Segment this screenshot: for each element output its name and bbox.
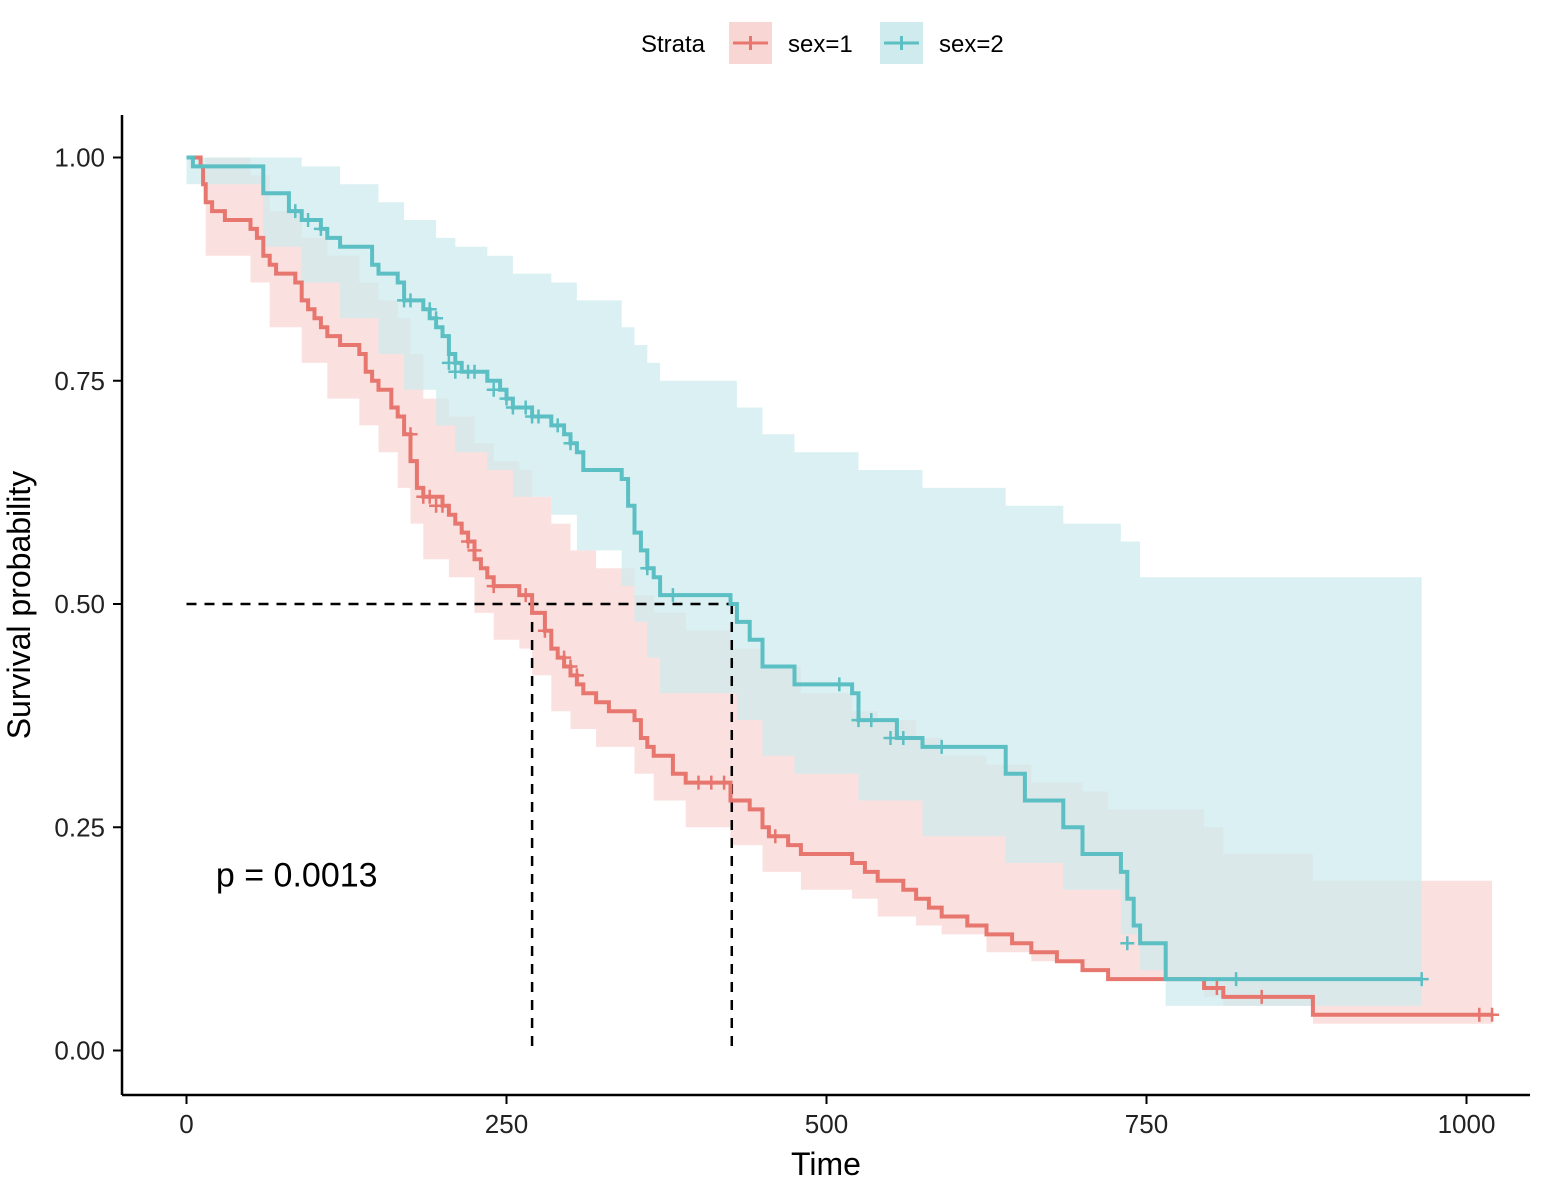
censor-mark-sex1 bbox=[563, 659, 578, 674]
censor-mark-sex1 bbox=[1254, 989, 1269, 1004]
x-axis-title: Time bbox=[791, 1146, 861, 1182]
survival-curve-sex2 bbox=[186, 155, 1422, 982]
censor-mark-sex2 bbox=[486, 382, 501, 397]
censor-mark-sex1 bbox=[704, 775, 719, 790]
censor-mark-sex2 bbox=[896, 731, 911, 745]
censor-mark-sex2 bbox=[640, 561, 655, 576]
censor-mark-sex2 bbox=[563, 436, 578, 451]
censor-mark-sex1 bbox=[691, 775, 706, 790]
legend-label-sex2: sex=2 bbox=[939, 31, 1004, 58]
censor-mark-sex2 bbox=[467, 364, 482, 379]
y-tick-label: 1.00 bbox=[54, 143, 105, 173]
censor-mark-sex2 bbox=[1229, 972, 1244, 987]
confidence-bands bbox=[186, 157, 1493, 1024]
censor-mark-sex1 bbox=[1485, 1007, 1500, 1022]
censor-mark-sex1 bbox=[717, 775, 732, 790]
censor-mark-sex1 bbox=[467, 543, 482, 558]
censor-mark-sex2 bbox=[441, 355, 456, 370]
y-tick-label: 0.75 bbox=[54, 366, 105, 396]
censor-mark-sex1 bbox=[461, 534, 476, 549]
y-ticks: 0.00 0.25 0.50 0.75 1.00 bbox=[54, 143, 122, 1066]
y-axis-title: Survival probability bbox=[1, 471, 37, 740]
censor-mark-sex2 bbox=[301, 213, 316, 227]
censor-mark-sex2 bbox=[518, 400, 533, 415]
x-tick-label: 1000 bbox=[1438, 1109, 1496, 1139]
survival-curve-sex1 bbox=[186, 155, 1493, 1017]
censor-mark-sex2 bbox=[531, 409, 546, 424]
censor-mark-sex2 bbox=[288, 204, 303, 219]
censor-mark-sex2 bbox=[832, 677, 847, 692]
censor-mark-sex2 bbox=[864, 713, 879, 728]
censor-mark-sex2 bbox=[934, 739, 949, 754]
legend-title: Strata bbox=[641, 31, 706, 58]
censor-mark-sex2 bbox=[499, 391, 514, 406]
censor-mark-sex1 bbox=[768, 829, 783, 844]
censor-mark-sex2 bbox=[505, 400, 520, 415]
censor-mark-sex1 bbox=[537, 623, 552, 638]
legend-label-sex1: sex=1 bbox=[788, 31, 853, 58]
censor-mark-sex2 bbox=[1120, 936, 1135, 951]
censor-mark-sex1 bbox=[403, 427, 418, 442]
survival-curves bbox=[186, 155, 1493, 1017]
x-ticks: 0 250 500 750 1000 bbox=[179, 1095, 1495, 1139]
censor-mark-sex1 bbox=[486, 579, 501, 594]
x-tick-label: 250 bbox=[485, 1109, 528, 1139]
legend: Strata sex=1 sex=2 bbox=[641, 22, 1004, 64]
censor-mark-sex2 bbox=[665, 588, 680, 603]
censor-mark-sex2 bbox=[883, 731, 898, 745]
y-tick-label: 0.00 bbox=[54, 1036, 105, 1066]
censor-mark-sex1 bbox=[518, 588, 533, 603]
median-reference-lines bbox=[186, 602, 734, 1051]
p-value-annotation: p = 0.0013 bbox=[216, 857, 378, 895]
censor-mark-sex1 bbox=[422, 489, 437, 504]
confidence-band-sex2 bbox=[186, 157, 1422, 1006]
censor-mark-sex2 bbox=[851, 713, 866, 728]
censor-mark-sex1 bbox=[569, 668, 584, 683]
censor-mark-sex1 bbox=[435, 498, 450, 513]
censor-mark-sex2 bbox=[448, 364, 463, 379]
x-tick-label: 500 bbox=[805, 1109, 848, 1139]
censor-mark-sex1 bbox=[1209, 981, 1224, 995]
censor-mark-sex2 bbox=[422, 302, 437, 317]
censor-mark-sex1 bbox=[1472, 1007, 1487, 1022]
censor-marks bbox=[288, 204, 1500, 1022]
censor-mark-sex2 bbox=[1414, 972, 1429, 987]
censor-mark-sex2 bbox=[550, 418, 565, 433]
x-tick-label: 0 bbox=[179, 1109, 193, 1139]
x-tick-label: 750 bbox=[1125, 1109, 1168, 1139]
censor-mark-sex2 bbox=[403, 293, 418, 308]
censor-mark-sex1 bbox=[557, 650, 572, 665]
y-tick-label: 0.25 bbox=[54, 812, 105, 842]
y-tick-label: 0.50 bbox=[54, 589, 105, 619]
censor-mark-sex2 bbox=[313, 221, 328, 236]
legend-item-sex1: sex=1 bbox=[729, 22, 853, 64]
censor-mark-sex2 bbox=[429, 311, 444, 326]
legend-item-sex2: sex=2 bbox=[880, 22, 1004, 64]
